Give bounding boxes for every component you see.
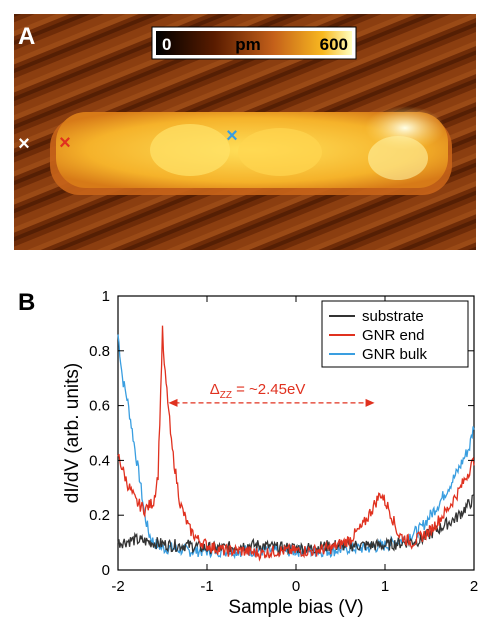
x-tick-label: 0 [292,578,300,595]
x-axis-label: Sample bias (V) [228,597,363,618]
x-tick-label: -1 [200,578,213,595]
y-tick-label: 0.2 [89,507,110,524]
legend-label-gnr-end: GNR end [362,327,425,344]
y-tick-label: 0.4 [89,452,110,469]
colorbar-max-label: 600 [320,35,348,54]
x-tick-label: 2 [470,578,478,595]
annotation-subscript: ZZ [220,390,232,401]
annotation-text: = ~2.45eV [232,381,305,398]
y-tick-label: 0.8 [89,343,110,360]
nanoribbon [50,106,452,195]
panel-b-chart: B -2 -1 0 1 2 0 0.2 0.4 0.6 0.8 1 ΔZZ = ~2.45eV su… [18,288,478,618]
marker-substrate: × [18,133,30,155]
x-tick-label: -2 [111,578,124,595]
gap-annotation-label: ΔZZ = ~2.45eV [210,381,306,401]
y-axis-label: dI/dV (arb. units) [62,363,83,503]
gap-annotation: ΔZZ = ~2.45eV [168,381,375,407]
scale-bar [396,250,458,256]
panel-a-label: A [18,23,35,50]
colorbar-min-label: 0 [162,35,171,54]
y-tick-label: 1 [102,288,110,305]
panel-a: × × × 0 pm 600 A [14,14,476,256]
legend: substrate GNR end GNR bulk [321,300,469,368]
y-tick-label: 0 [102,562,110,579]
marker-gnr-end: × [59,132,71,154]
legend-label-substrate: substrate [362,308,424,325]
panel-b-label: B [18,289,35,316]
marker-gnr-bulk: × [226,125,238,147]
x-tick-label: 1 [381,578,389,595]
legend-label-gnr-bulk: GNR bulk [362,346,428,363]
annotation-symbol: Δ [210,381,220,398]
series-line-gnr-end [117,325,475,562]
colorbar: 0 pm 600 [151,26,357,60]
y-tick-label: 0.6 [89,398,110,415]
colorbar-unit-label: pm [235,35,261,54]
